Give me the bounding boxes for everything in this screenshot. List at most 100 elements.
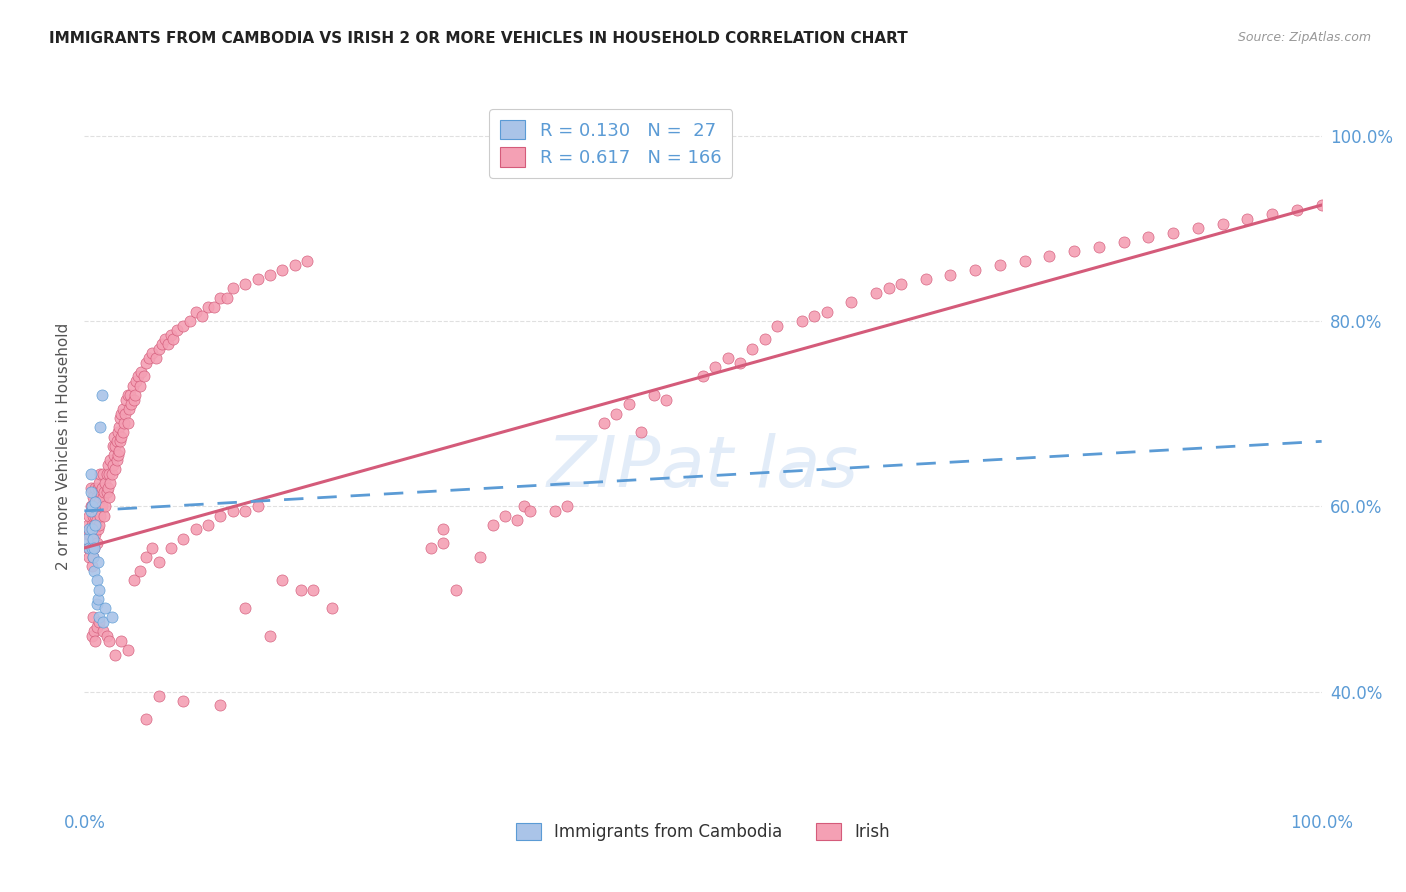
Point xyxy=(86,513,108,527)
Point xyxy=(321,601,343,615)
Point xyxy=(97,458,120,472)
Point xyxy=(108,443,131,458)
Point xyxy=(79,550,101,565)
Point xyxy=(90,500,112,514)
Point xyxy=(86,597,108,611)
Point xyxy=(76,527,98,541)
Point xyxy=(82,550,104,565)
Point xyxy=(104,648,127,662)
Point xyxy=(91,490,114,504)
Point xyxy=(122,574,145,588)
Point xyxy=(271,574,294,588)
Point xyxy=(222,281,245,295)
Point xyxy=(138,351,160,365)
Point xyxy=(215,291,238,305)
Point xyxy=(94,476,117,491)
Point xyxy=(108,420,131,434)
Point xyxy=(82,610,104,624)
Point xyxy=(83,541,105,555)
Point xyxy=(172,694,194,708)
Point xyxy=(103,430,125,444)
Point xyxy=(259,629,281,643)
Point xyxy=(122,392,145,407)
Point xyxy=(295,253,318,268)
Point xyxy=(77,517,100,532)
Point xyxy=(110,430,132,444)
Point xyxy=(89,517,111,532)
Point xyxy=(121,378,143,392)
Point xyxy=(1063,244,1085,259)
Point xyxy=(519,504,541,518)
Point xyxy=(87,523,110,537)
Point xyxy=(84,633,107,648)
Point xyxy=(1310,198,1333,212)
Point xyxy=(302,582,325,597)
Point xyxy=(717,351,740,365)
Point xyxy=(96,467,118,481)
Point xyxy=(271,263,294,277)
Point xyxy=(290,582,312,597)
Point xyxy=(87,555,110,569)
Point xyxy=(117,388,139,402)
Point xyxy=(84,527,107,541)
Point xyxy=(89,494,111,508)
Point xyxy=(1285,202,1308,217)
Point xyxy=(246,272,269,286)
Point xyxy=(79,500,101,514)
Legend: Immigrants from Cambodia, Irish: Immigrants from Cambodia, Irish xyxy=(509,816,897,848)
Point xyxy=(655,392,678,407)
Point xyxy=(89,582,111,597)
Point xyxy=(83,500,105,514)
Point xyxy=(939,268,962,282)
Point xyxy=(93,508,115,523)
Point xyxy=(80,559,103,574)
Point xyxy=(96,485,118,500)
Point xyxy=(127,369,149,384)
Point xyxy=(84,508,107,523)
Point xyxy=(80,629,103,643)
Point xyxy=(877,281,900,295)
Point xyxy=(419,541,441,555)
Point xyxy=(233,504,256,518)
Point xyxy=(766,318,789,333)
Point xyxy=(94,601,117,615)
Point xyxy=(104,462,127,476)
Point xyxy=(148,555,170,569)
Point xyxy=(82,550,104,565)
Point xyxy=(79,467,101,481)
Point xyxy=(84,481,107,495)
Point xyxy=(1236,211,1258,226)
Point xyxy=(89,610,111,624)
Point xyxy=(246,500,269,514)
Point xyxy=(90,388,112,402)
Point xyxy=(115,392,138,407)
Point xyxy=(209,291,232,305)
Point xyxy=(91,467,114,481)
Point xyxy=(110,633,132,648)
Point xyxy=(100,467,122,481)
Point xyxy=(209,508,232,523)
Point xyxy=(172,318,194,333)
Point xyxy=(179,314,201,328)
Point xyxy=(105,434,128,449)
Point xyxy=(135,355,157,369)
Point xyxy=(82,532,104,546)
Point xyxy=(79,508,101,523)
Point xyxy=(1014,253,1036,268)
Point xyxy=(105,453,128,467)
Point xyxy=(148,690,170,704)
Point xyxy=(815,304,838,318)
Point xyxy=(120,397,142,411)
Point xyxy=(107,425,129,439)
Point xyxy=(148,342,170,356)
Point xyxy=(112,416,135,430)
Point xyxy=(82,490,104,504)
Point xyxy=(84,494,107,508)
Point xyxy=(145,351,167,365)
Point xyxy=(80,541,103,555)
Point xyxy=(605,407,627,421)
Point xyxy=(79,523,101,537)
Point xyxy=(1187,221,1209,235)
Point xyxy=(79,523,101,537)
Point xyxy=(79,504,101,518)
